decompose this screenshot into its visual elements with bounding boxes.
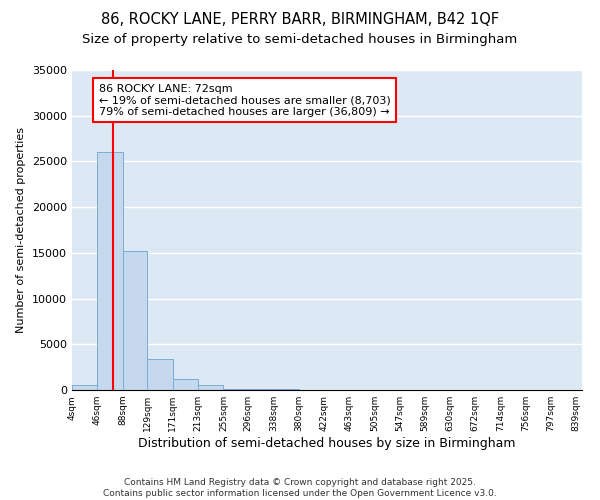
Bar xyxy=(198,384,223,390)
Bar xyxy=(148,359,173,390)
X-axis label: Distribution of semi-detached houses by size in Birmingham: Distribution of semi-detached houses by … xyxy=(138,437,516,450)
Text: 86, ROCKY LANE, PERRY BARR, BIRMINGHAM, B42 1QF: 86, ROCKY LANE, PERRY BARR, BIRMINGHAM, … xyxy=(101,12,499,28)
Bar xyxy=(122,251,148,390)
Y-axis label: Number of semi-detached properties: Number of semi-detached properties xyxy=(16,127,26,333)
Bar xyxy=(72,386,97,390)
Bar xyxy=(173,379,198,390)
Text: Size of property relative to semi-detached houses in Birmingham: Size of property relative to semi-detach… xyxy=(82,32,518,46)
Bar xyxy=(97,152,122,390)
Text: 86 ROCKY LANE: 72sqm
← 19% of semi-detached houses are smaller (8,703)
79% of se: 86 ROCKY LANE: 72sqm ← 19% of semi-detac… xyxy=(98,84,391,117)
Bar xyxy=(223,388,248,390)
Text: Contains HM Land Registry data © Crown copyright and database right 2025.
Contai: Contains HM Land Registry data © Crown c… xyxy=(103,478,497,498)
